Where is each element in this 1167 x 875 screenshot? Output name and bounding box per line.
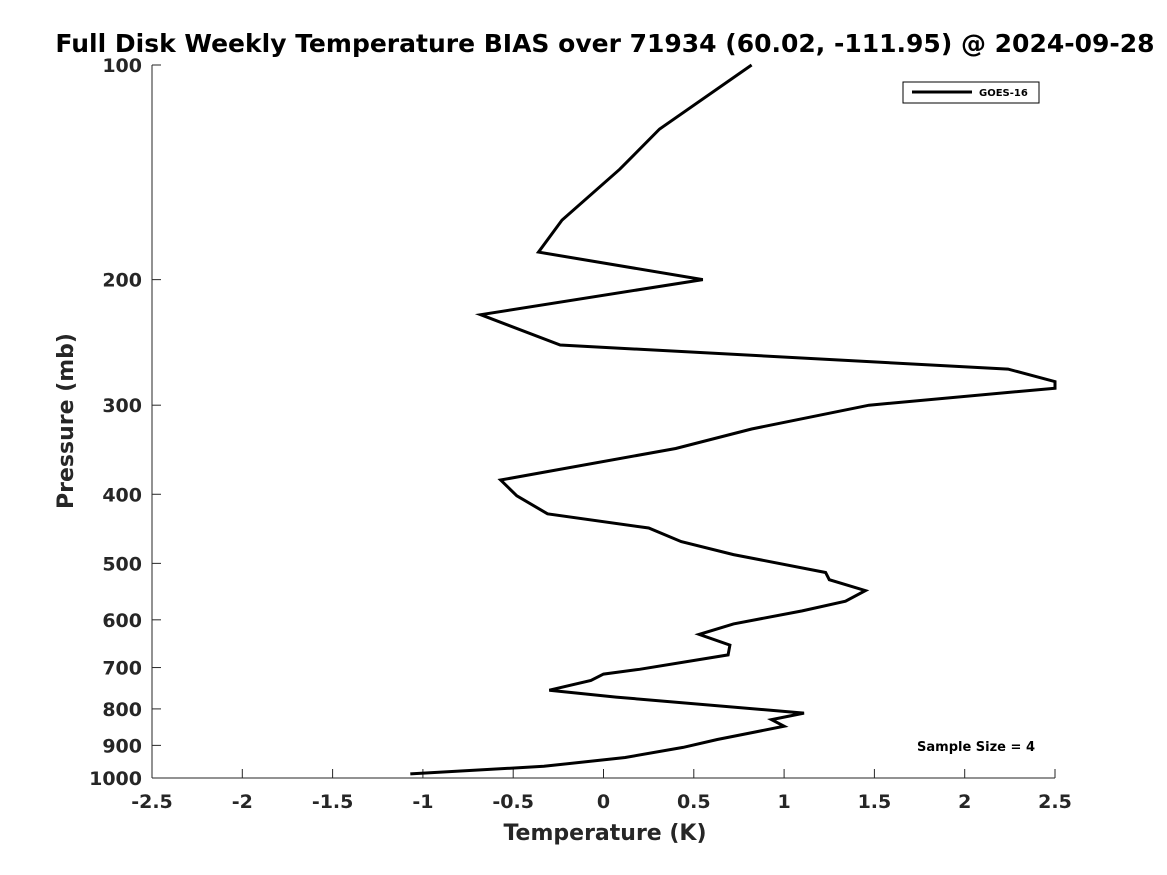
y-tick-label: 1000: [89, 768, 142, 790]
y-tick-label: 900: [102, 735, 142, 757]
chart-title: Full Disk Weekly Temperature BIAS over 7…: [55, 29, 1154, 58]
legend: GOES-16: [902, 81, 1040, 104]
plot-area: [152, 65, 1055, 778]
series-line-0: [410, 63, 1057, 776]
x-ticks: -2.5 -2 -1.5 -1 -0.5 0 0.5 1 1.5 2 2.5: [131, 769, 1072, 813]
x-tick-label: -1.5: [312, 791, 354, 813]
x-tick-label: 0.5: [677, 791, 711, 813]
y-tick-label: 300: [102, 395, 142, 417]
x-tick-label: -2: [232, 791, 253, 813]
y-tick-label: 500: [102, 553, 142, 575]
y-tick-label: 700: [102, 658, 142, 680]
y-tick-label: 400: [102, 484, 142, 506]
x-tick-label: -1: [412, 791, 433, 813]
y-tick-label: 200: [102, 270, 142, 292]
y-tick-label: 800: [102, 699, 142, 721]
x-tick-label: 2: [958, 791, 971, 813]
x-tick-label: -0.5: [492, 791, 534, 813]
x-tick-label: 2.5: [1038, 791, 1072, 813]
x-axis-label: Temperature (K): [503, 821, 706, 846]
y-tick-label: 100: [102, 55, 142, 77]
y-ticks: 100 200 300 400 500 600 700 800 900 1000: [89, 55, 161, 790]
sample-size-annotation: Sample Size = 4: [917, 740, 1035, 755]
x-tick-label: 0: [597, 791, 610, 813]
legend-label: GOES-16: [979, 88, 1028, 99]
y-axis-label: Pressure (mb): [54, 333, 79, 509]
x-tick-label: 1.5: [858, 791, 892, 813]
x-tick-label: -2.5: [131, 791, 173, 813]
x-tick-label: 1: [777, 791, 790, 813]
y-tick-label: 600: [102, 610, 142, 632]
series-layer: [410, 63, 1057, 776]
